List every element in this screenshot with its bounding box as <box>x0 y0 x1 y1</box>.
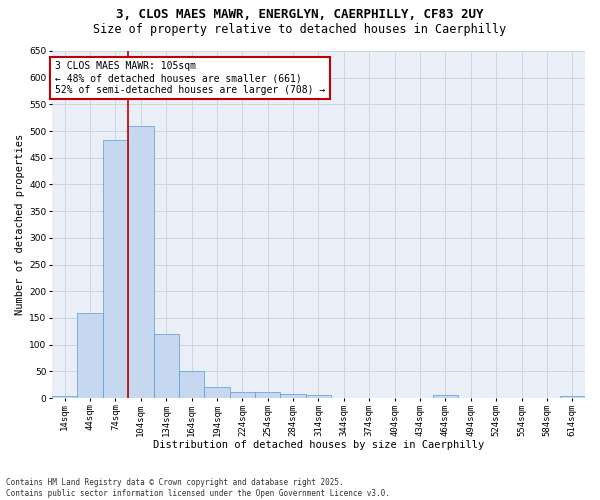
Bar <box>560 396 585 398</box>
Bar <box>77 312 103 398</box>
Bar <box>128 126 154 398</box>
Bar <box>103 140 128 398</box>
Bar <box>280 394 306 398</box>
Bar <box>433 396 458 398</box>
X-axis label: Distribution of detached houses by size in Caerphilly: Distribution of detached houses by size … <box>153 440 484 450</box>
Bar <box>52 396 77 398</box>
Text: Size of property relative to detached houses in Caerphilly: Size of property relative to detached ho… <box>94 22 506 36</box>
Text: 3 CLOS MAES MAWR: 105sqm
← 48% of detached houses are smaller (661)
52% of semi-: 3 CLOS MAES MAWR: 105sqm ← 48% of detach… <box>55 62 325 94</box>
Bar <box>306 395 331 398</box>
Bar <box>230 392 255 398</box>
Bar <box>179 372 204 398</box>
Bar <box>204 388 230 398</box>
Text: 3, CLOS MAES MAWR, ENERGLYN, CAERPHILLY, CF83 2UY: 3, CLOS MAES MAWR, ENERGLYN, CAERPHILLY,… <box>116 8 484 20</box>
Text: Contains HM Land Registry data © Crown copyright and database right 2025.
Contai: Contains HM Land Registry data © Crown c… <box>6 478 390 498</box>
Y-axis label: Number of detached properties: Number of detached properties <box>15 134 25 315</box>
Bar <box>255 392 280 398</box>
Bar <box>154 334 179 398</box>
